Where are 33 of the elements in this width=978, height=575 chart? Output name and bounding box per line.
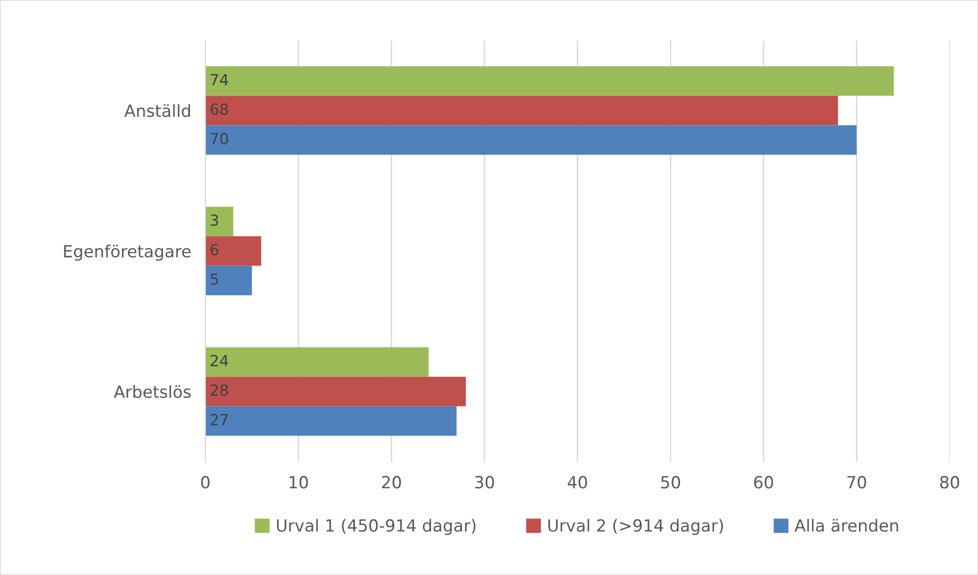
bar: [205, 125, 857, 155]
legend-label: Urval 1 (450-914 dagar): [277, 518, 476, 536]
bar: [205, 206, 234, 236]
data-label: 3: [210, 214, 218, 226]
legend-label: Urval 2 (>914 dagar): [548, 518, 723, 536]
legend-label: Alla ärenden: [794, 518, 898, 532]
data-label: 28: [210, 384, 228, 396]
data-label: 6: [210, 244, 218, 256]
bar: [205, 66, 894, 96]
x-tick-label: 50: [661, 476, 680, 489]
bar: [205, 96, 838, 126]
bar: [205, 406, 457, 436]
data-label: 70: [210, 132, 228, 144]
x-tick-label: 30: [475, 476, 494, 489]
x-tick-label: 60: [754, 476, 774, 489]
bar: [205, 266, 252, 296]
x-tick-label: 0: [201, 476, 210, 489]
x-tick-label: 80: [940, 476, 960, 489]
data-label: 5: [210, 274, 218, 285]
y-tick-label: Arbetslös: [114, 385, 191, 398]
data-label: 24: [210, 354, 228, 366]
bar: [205, 236, 262, 266]
y-tick-label: Egenföretagare: [64, 244, 191, 261]
x-tick-label: 10: [290, 476, 308, 489]
data-label: 68: [210, 103, 228, 115]
x-tick-label: 20: [382, 476, 401, 489]
bar: [205, 347, 429, 377]
bar: [205, 376, 466, 406]
x-tick-label: 40: [568, 476, 588, 489]
data-label: 27: [210, 414, 228, 426]
data-label: 74: [210, 74, 228, 86]
y-tick-label: Anställd: [124, 104, 190, 118]
x-tick-label: 70: [847, 476, 866, 489]
